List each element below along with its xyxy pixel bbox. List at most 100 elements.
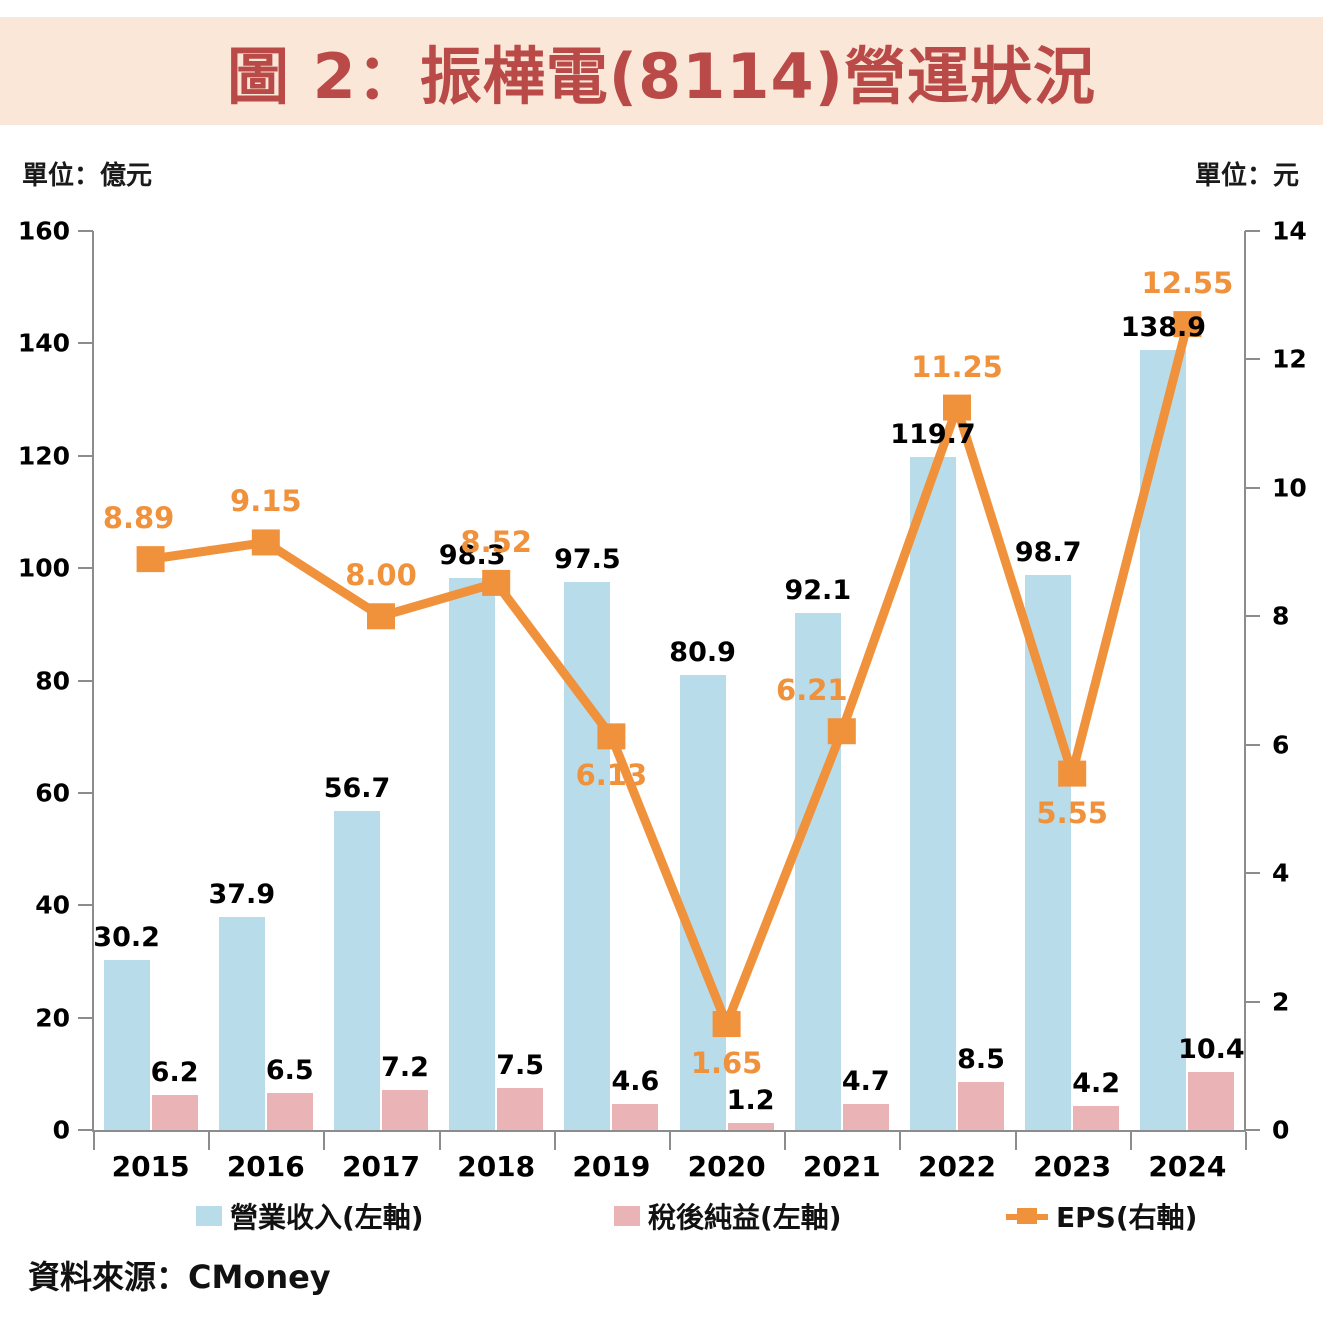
left-axis-line	[92, 231, 94, 1132]
right-axis-tick	[1245, 358, 1260, 361]
right-axis-tick-label: 2	[1272, 987, 1290, 1017]
net-profit-value-label: 4.2	[1072, 1068, 1121, 1100]
legend-item[interactable]: 稅後純益(左軸)	[614, 1196, 842, 1236]
right-axis-tick-label: 4	[1272, 858, 1290, 888]
legend-swatch-icon	[614, 1206, 640, 1226]
revenue-value-label: 92.1	[784, 574, 852, 606]
eps-value-label: 8.52	[460, 524, 532, 559]
legend-item[interactable]: EPS(右軸)	[1006, 1196, 1197, 1236]
page-title: 圖 2：振樺電(8114)營運狀況	[227, 40, 1096, 113]
net-profit-bar	[727, 1123, 774, 1130]
x-axis-tick	[93, 1132, 95, 1150]
x-axis-tick	[208, 1132, 211, 1150]
source-note: 資料來源：CMoney	[28, 1258, 331, 1296]
x-axis-label: 2016	[226, 1150, 305, 1183]
revenue-bar	[449, 577, 496, 1130]
left-axis-tick-label: 0	[52, 1115, 70, 1145]
x-axis-label: 2018	[457, 1150, 536, 1183]
x-axis-tick	[1014, 1132, 1017, 1150]
eps-legend-marker-icon	[1006, 1206, 1048, 1226]
eps-value-label: 6.21	[776, 673, 848, 708]
revenue-bar	[103, 960, 150, 1130]
x-axis-tick	[899, 1132, 902, 1150]
revenue-bar	[1025, 575, 1072, 1130]
net-profit-value-label: 7.2	[381, 1051, 429, 1083]
revenue-value-label: 30.2	[93, 922, 160, 954]
legend-label: EPS(右軸)	[1056, 1201, 1198, 1234]
eps-value-label: 1.65	[690, 1046, 763, 1081]
right-axis-tick	[1245, 230, 1260, 232]
right-axis-tick-label: 12	[1272, 344, 1307, 374]
net-profit-bar	[958, 1082, 1004, 1130]
left-axis-tick	[78, 454, 93, 457]
net-profit-bar	[842, 1103, 889, 1130]
left-axis-tick-label: 100	[17, 553, 70, 583]
x-axis-tick	[784, 1132, 787, 1150]
left-axis-tick	[78, 230, 93, 232]
revenue-bar	[218, 917, 265, 1130]
chart-legend: 營業收入(左軸) 稅後純益(左軸) EPS(右軸)	[0, 1196, 1323, 1242]
net-profit-bar	[612, 1104, 659, 1130]
x-axis-tick	[1245, 1132, 1247, 1150]
revenue-bar	[910, 457, 956, 1130]
x-axis-tick	[1129, 1132, 1132, 1150]
legend-label: 稅後純益(左軸)	[648, 1201, 842, 1234]
revenue-bar	[334, 811, 380, 1130]
eps-marker	[136, 546, 165, 573]
right-axis-tick-label: 0	[1272, 1115, 1290, 1145]
x-axis-tick	[323, 1132, 326, 1150]
left-axis-tick	[78, 567, 93, 570]
x-axis-label: 2019	[572, 1150, 651, 1183]
x-axis-label: 2021	[802, 1150, 881, 1183]
revenue-value-label: 56.7	[323, 773, 391, 805]
net-profit-bar	[382, 1089, 428, 1130]
left-axis-tick-label: 20	[35, 1003, 70, 1033]
right-axis-tick-label: 10	[1272, 473, 1307, 503]
revenue-bar	[1140, 349, 1187, 1130]
x-axis-tick	[438, 1132, 441, 1150]
net-profit-bar	[1073, 1106, 1120, 1130]
net-profit-value-label: 6.2	[150, 1057, 199, 1089]
eps-value-label: 6.13	[575, 758, 648, 793]
right-axis-tick	[1245, 615, 1260, 618]
right-axis-tick	[1245, 743, 1260, 746]
net-profit-value-label: 8.5	[957, 1044, 1005, 1076]
net-profit-value-label: 4.6	[611, 1066, 660, 1098]
left-axis-unit-label: 單位：億元	[22, 161, 153, 191]
right-axis-unit-label: 單位：元	[1194, 161, 1299, 191]
net-profit-bar	[151, 1095, 198, 1130]
net-profit-bar	[266, 1093, 313, 1130]
x-axis-label: 2020	[687, 1150, 766, 1183]
revenue-value-label: 98.7	[1014, 537, 1082, 569]
right-axis-tick-label: 6	[1272, 730, 1290, 760]
net-profit-value-label: 1.2	[726, 1085, 775, 1117]
net-profit-value-label: 7.5	[496, 1049, 545, 1081]
x-axis-tick	[669, 1132, 671, 1150]
left-axis-tick-label: 60	[35, 778, 70, 808]
revenue-value-label: 97.5	[554, 544, 621, 576]
eps-value-label: 8.89	[102, 501, 175, 536]
x-axis-tick	[553, 1132, 556, 1150]
left-axis-tick	[78, 679, 93, 682]
right-axis-line	[1244, 231, 1246, 1132]
left-axis-tick	[78, 1129, 93, 1131]
title-banner	[0, 17, 1323, 125]
right-axis-tick-label: 14	[1272, 216, 1307, 246]
left-axis-tick-label: 40	[35, 890, 70, 920]
left-axis-tick-label: 160	[17, 216, 70, 246]
left-axis-tick	[78, 904, 93, 907]
x-axis-line	[92, 1130, 1246, 1132]
legend-item[interactable]: 營業收入(左軸)	[196, 1196, 424, 1236]
legend-swatch-icon	[196, 1206, 222, 1226]
eps-marker	[367, 603, 395, 630]
x-axis-label: 2017	[342, 1150, 420, 1183]
revenue-value-label: 119.7	[890, 419, 976, 451]
net-profit-value-label: 4.7	[841, 1065, 890, 1097]
right-axis-tick	[1245, 1129, 1260, 1131]
right-axis-tick	[1245, 486, 1260, 489]
revenue-value-label: 80.9	[669, 637, 736, 669]
eps-marker	[943, 394, 971, 421]
eps-value-label: 9.15	[230, 484, 302, 519]
revenue-bar	[564, 582, 611, 1130]
